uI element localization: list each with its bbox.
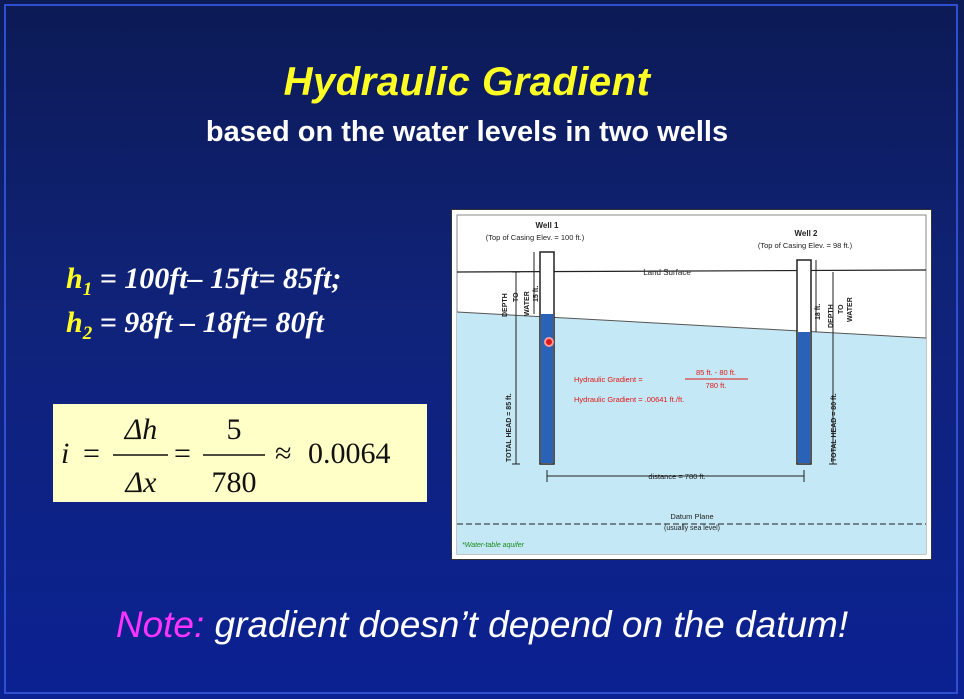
equation-h1: h1 = 100ft– 15ft= 85ft; (66, 262, 341, 301)
aquifer-note: *Water-table aquifer (462, 542, 525, 549)
formula-lhs: i (61, 437, 69, 470)
distance-label: distance = 780 ft. (648, 472, 705, 481)
well-1-to-word: TO (513, 292, 520, 302)
formula-den-1: Δx (125, 466, 158, 499)
note: Note: gradient doesn’t depend on the dat… (0, 604, 964, 646)
well-2-water-word: WATER (847, 297, 854, 322)
formula-equals-2: = (174, 437, 191, 470)
slide-frame (4, 4, 958, 694)
gradient-label-1: Hydraulic Gradient = (574, 375, 643, 384)
gradient-numerator: 85 ft. - 80 ft. (696, 368, 736, 377)
well-2-total-head: TOTAL HEAD = 80 ft. (831, 393, 838, 462)
cursor-dot (544, 337, 554, 347)
formula-den-2: 780 (212, 466, 257, 499)
datum-note-label: (usually sea level) (664, 525, 720, 532)
well-1-total-head: TOTAL HEAD = 85 ft. (506, 393, 513, 462)
well-1-label: Well 1 (536, 221, 560, 230)
well-1-depth-value: 15 ft. (533, 286, 540, 302)
formula-equals-1: = (83, 437, 100, 470)
well-2-to-word: TO (838, 304, 845, 314)
formula-approx: ≈ (275, 437, 291, 470)
well-2-label: Well 2 (795, 229, 819, 238)
gradient-denominator: 780 ft. (706, 381, 727, 390)
well-1-water-word: WATER (524, 291, 531, 316)
well-1-water-column (541, 314, 553, 463)
note-prefix: Note: (115, 604, 205, 645)
datum-plane-label: Datum Plane (670, 512, 713, 521)
well-diagram: Well 1 (Top of Casing Elev. = 100 ft.) W… (451, 209, 932, 560)
well-2-depth-value: 18 ft. (815, 304, 822, 320)
well-diagram-svg: Well 1 (Top of Casing Elev. = 100 ft.) W… (456, 214, 927, 555)
well-2-casing-label: (Top of Casing Elev. = 98 ft.) (758, 241, 853, 250)
land-surface-label: Land Surface (643, 268, 691, 277)
water-table-line (456, 311, 927, 339)
h2-rhs: = 98ft – 18ft= 80ft (92, 306, 324, 339)
well-1-casing-label: (Top of Casing Elev. = 100 ft.) (486, 233, 585, 242)
gradient-formula-box: i = Δh Δx = 5 780 ≈ 0.0064 (53, 404, 427, 502)
slide-subtitle: based on the water levels in two wells (205, 116, 729, 148)
well-1-depth-word: DEPTH (502, 293, 509, 317)
h1-subscript: 1 (82, 279, 93, 300)
h1-rhs: = 100ft– 15ft= 85ft; (92, 262, 342, 295)
well-2-depth-word: DEPTH (828, 304, 835, 328)
formula-num-1: Δh (124, 413, 158, 446)
slide-title: Hydraulic Gradient (283, 60, 651, 104)
gradient-formula: i = Δh Δx = 5 780 ≈ 0.0064 (61, 413, 391, 499)
land-surface-line (456, 269, 927, 273)
formula-num-2: 5 (227, 413, 242, 446)
h2-var: h (66, 306, 83, 339)
h2-subscript: 2 (82, 323, 93, 344)
gradient-label-2: Hydraulic Gradient = .00641 ft./ft. (574, 395, 684, 404)
well-2-water-column (798, 332, 810, 463)
equation-h2: h2 = 98ft – 18ft= 80ft (66, 306, 324, 345)
note-text: gradient doesn’t depend on the datum! (204, 604, 849, 645)
h1-var: h (66, 262, 83, 295)
formula-result: 0.0064 (308, 437, 391, 470)
